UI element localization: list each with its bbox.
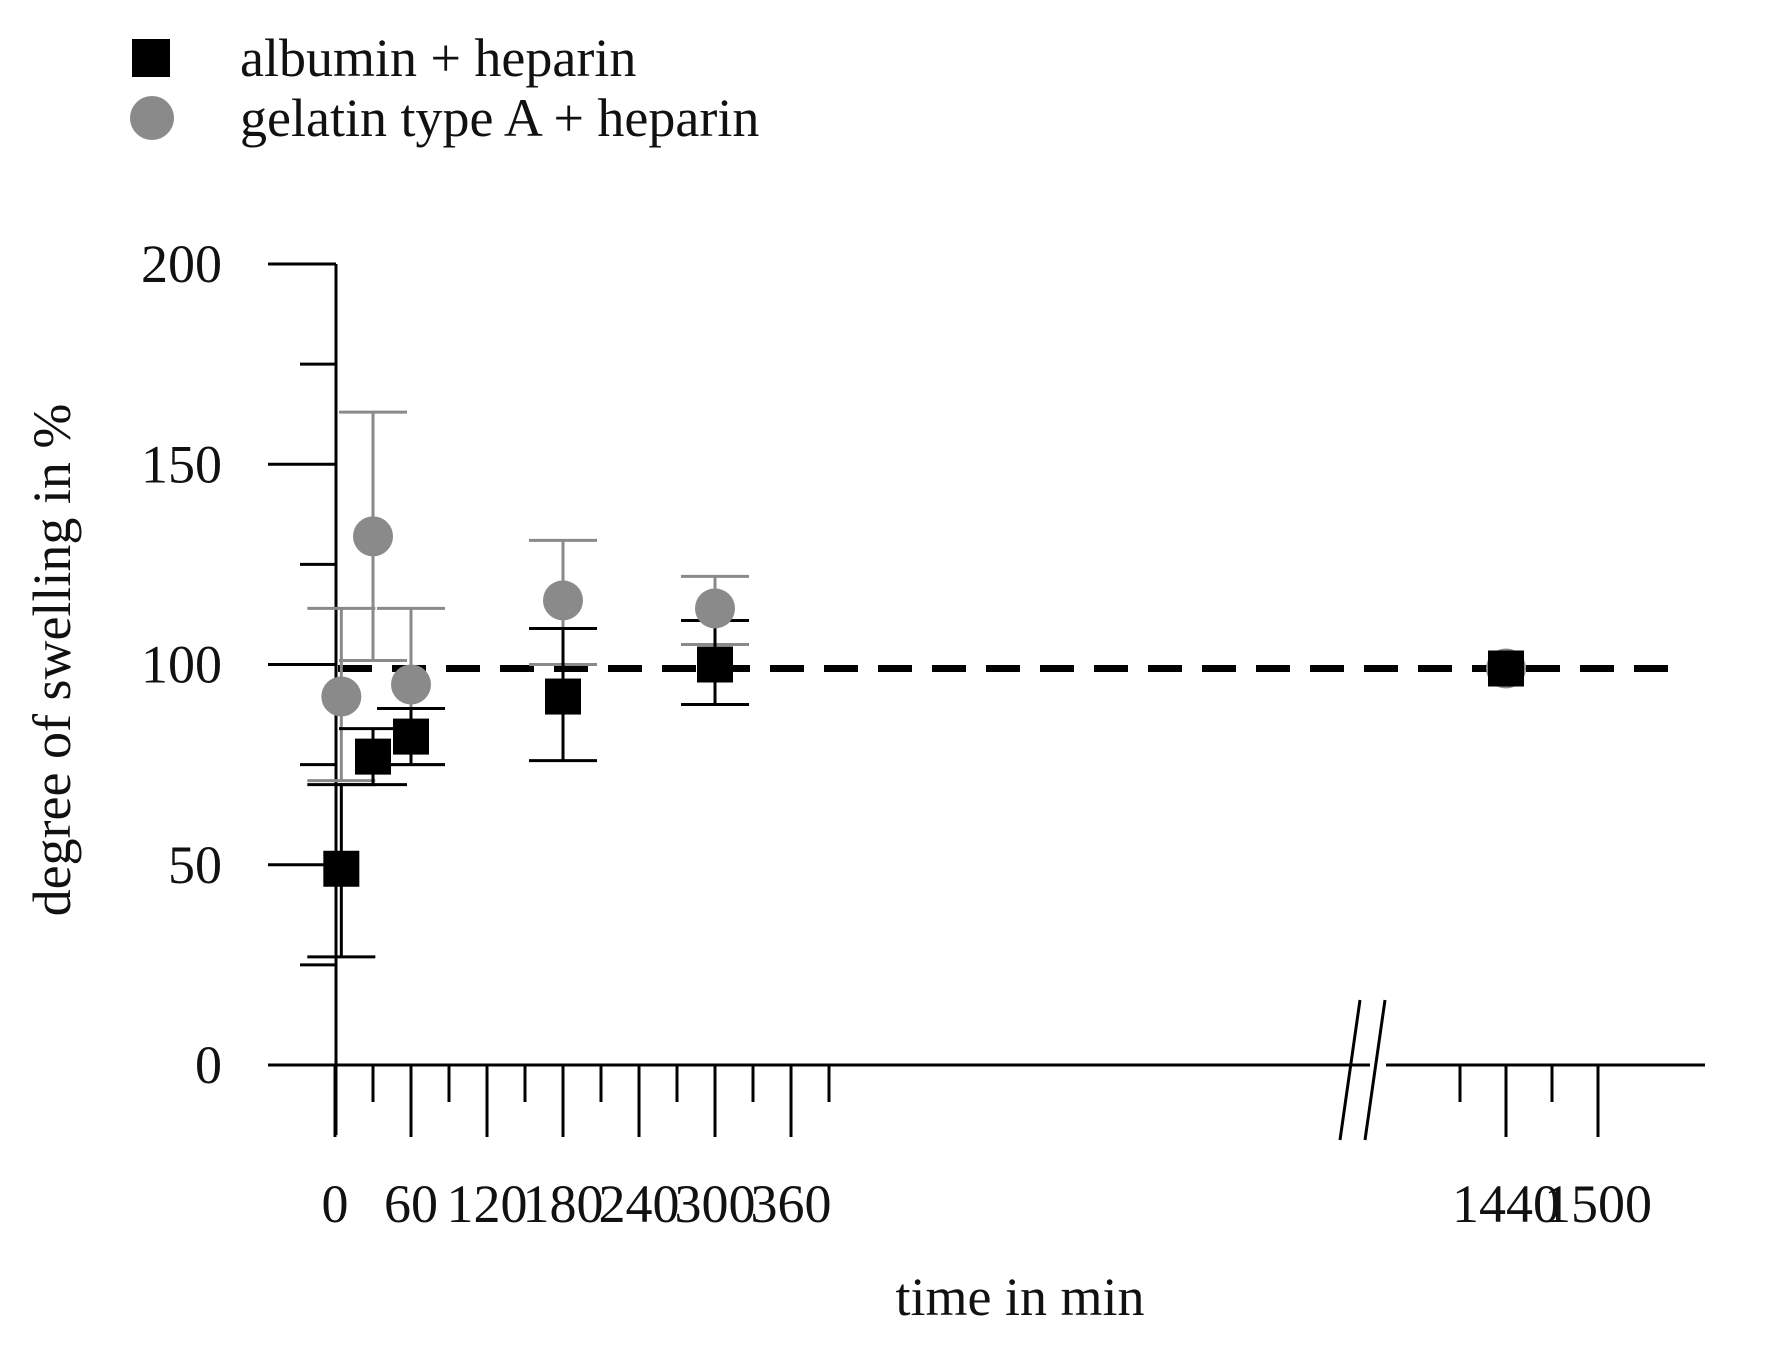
legend-label: gelatin type A + heparin [240,88,759,148]
legend-circle-icon [130,96,174,140]
x-axis-label: time in min [896,1267,1145,1327]
gelatin-marker [543,580,584,621]
albumin-marker [393,718,430,755]
albumin-marker [697,646,734,683]
x-tick-label: 60 [384,1174,438,1234]
gelatin-marker [695,588,736,629]
y-tick-label: 200 [141,234,222,294]
data-markers [321,516,1526,887]
legend-square-icon [132,39,170,77]
x-tick-label: 0 [322,1174,349,1234]
x-tick-label: 180 [523,1174,604,1234]
x-tick-label: 360 [751,1174,832,1234]
y-tick-label: 150 [141,434,222,494]
x-tick-label: 300 [675,1174,756,1234]
y-tick-label: 0 [195,1035,222,1095]
axis-break-mark [1363,999,1387,1141]
legend-label: albumin + heparin [240,28,636,88]
axis-break-mark [1338,999,1362,1141]
gelatin-marker [391,664,432,705]
albumin-marker [355,738,392,775]
axis-labels: time in min degree of swelling in % [22,404,1145,1327]
y-tick-label: 50 [168,835,222,895]
albumin-marker [1488,650,1524,687]
x-tick-label: 120 [447,1174,528,1234]
y-tick-label: 100 [141,635,222,695]
error-bars [307,410,750,959]
x-tick-label: 240 [599,1174,680,1234]
albumin-marker [545,678,582,715]
gelatin-marker [353,516,394,557]
x-tick-label: 1440 [1452,1174,1560,1234]
gelatin-marker [321,676,362,717]
x-tick-label: 1500 [1544,1174,1652,1234]
albumin-marker [323,850,360,887]
y-axis-label: degree of swelling in % [22,404,82,917]
